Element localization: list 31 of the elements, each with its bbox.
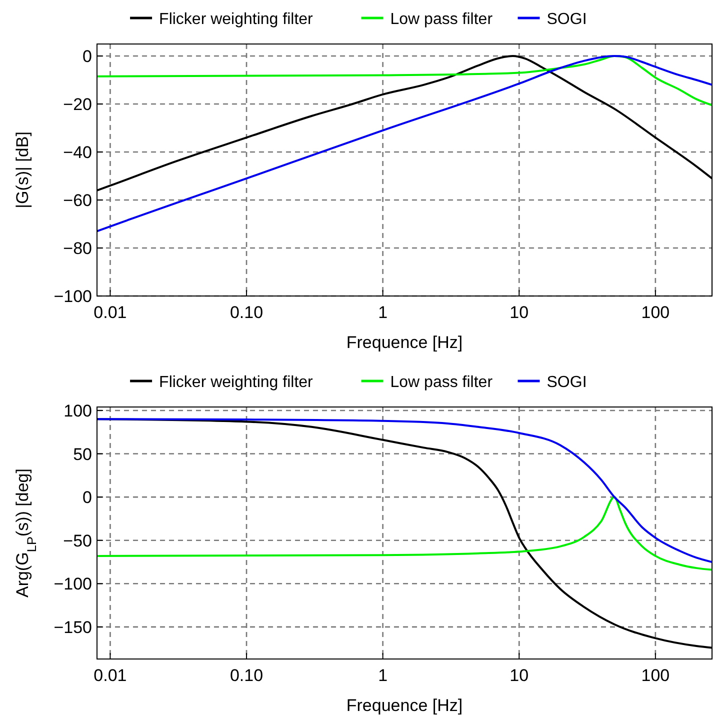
- y-tick-label: −60: [63, 191, 92, 210]
- x-tick-label: 0.01: [94, 303, 127, 322]
- legend-label: SOGI: [546, 11, 587, 28]
- y-tick-label: −100: [54, 574, 92, 594]
- y-tick-label: 50: [73, 444, 92, 464]
- y-tick-label: −40: [63, 143, 92, 162]
- legend-label: Low pass filter: [390, 374, 494, 391]
- y-tick-label: 0: [82, 47, 92, 66]
- x-tick-label: 100: [641, 666, 670, 685]
- x-tick-label: 0.10: [230, 666, 264, 685]
- y-tick-label: −150: [54, 618, 92, 637]
- x-tick-label: 10: [510, 303, 529, 322]
- y-tick-label: −100: [54, 287, 92, 306]
- x-axis-title: Frequence [Hz]: [346, 333, 463, 352]
- x-tick-label: 0.01: [94, 666, 127, 685]
- x-tick-label: 1: [378, 303, 388, 322]
- y-tick-label: 0: [82, 488, 92, 508]
- y-tick-label: −50: [63, 531, 92, 550]
- y-tick-label: 100: [64, 401, 92, 420]
- legend-label: Flicker weighting filter: [159, 11, 314, 28]
- legend-label: Low pass filter: [390, 11, 494, 28]
- legend-label: SOGI: [546, 374, 587, 391]
- y-axis-title: |G(s)| [dB]: [13, 132, 32, 208]
- x-tick-label: 100: [641, 303, 670, 322]
- legend-label: Flicker weighting filter: [159, 374, 314, 391]
- y-tick-label: −20: [63, 95, 92, 114]
- x-tick-label: 0.10: [230, 303, 264, 322]
- x-axis-title: Frequence [Hz]: [346, 696, 463, 715]
- x-tick-label: 10: [510, 666, 529, 685]
- x-tick-label: 1: [378, 666, 388, 685]
- y-tick-label: −80: [63, 239, 92, 258]
